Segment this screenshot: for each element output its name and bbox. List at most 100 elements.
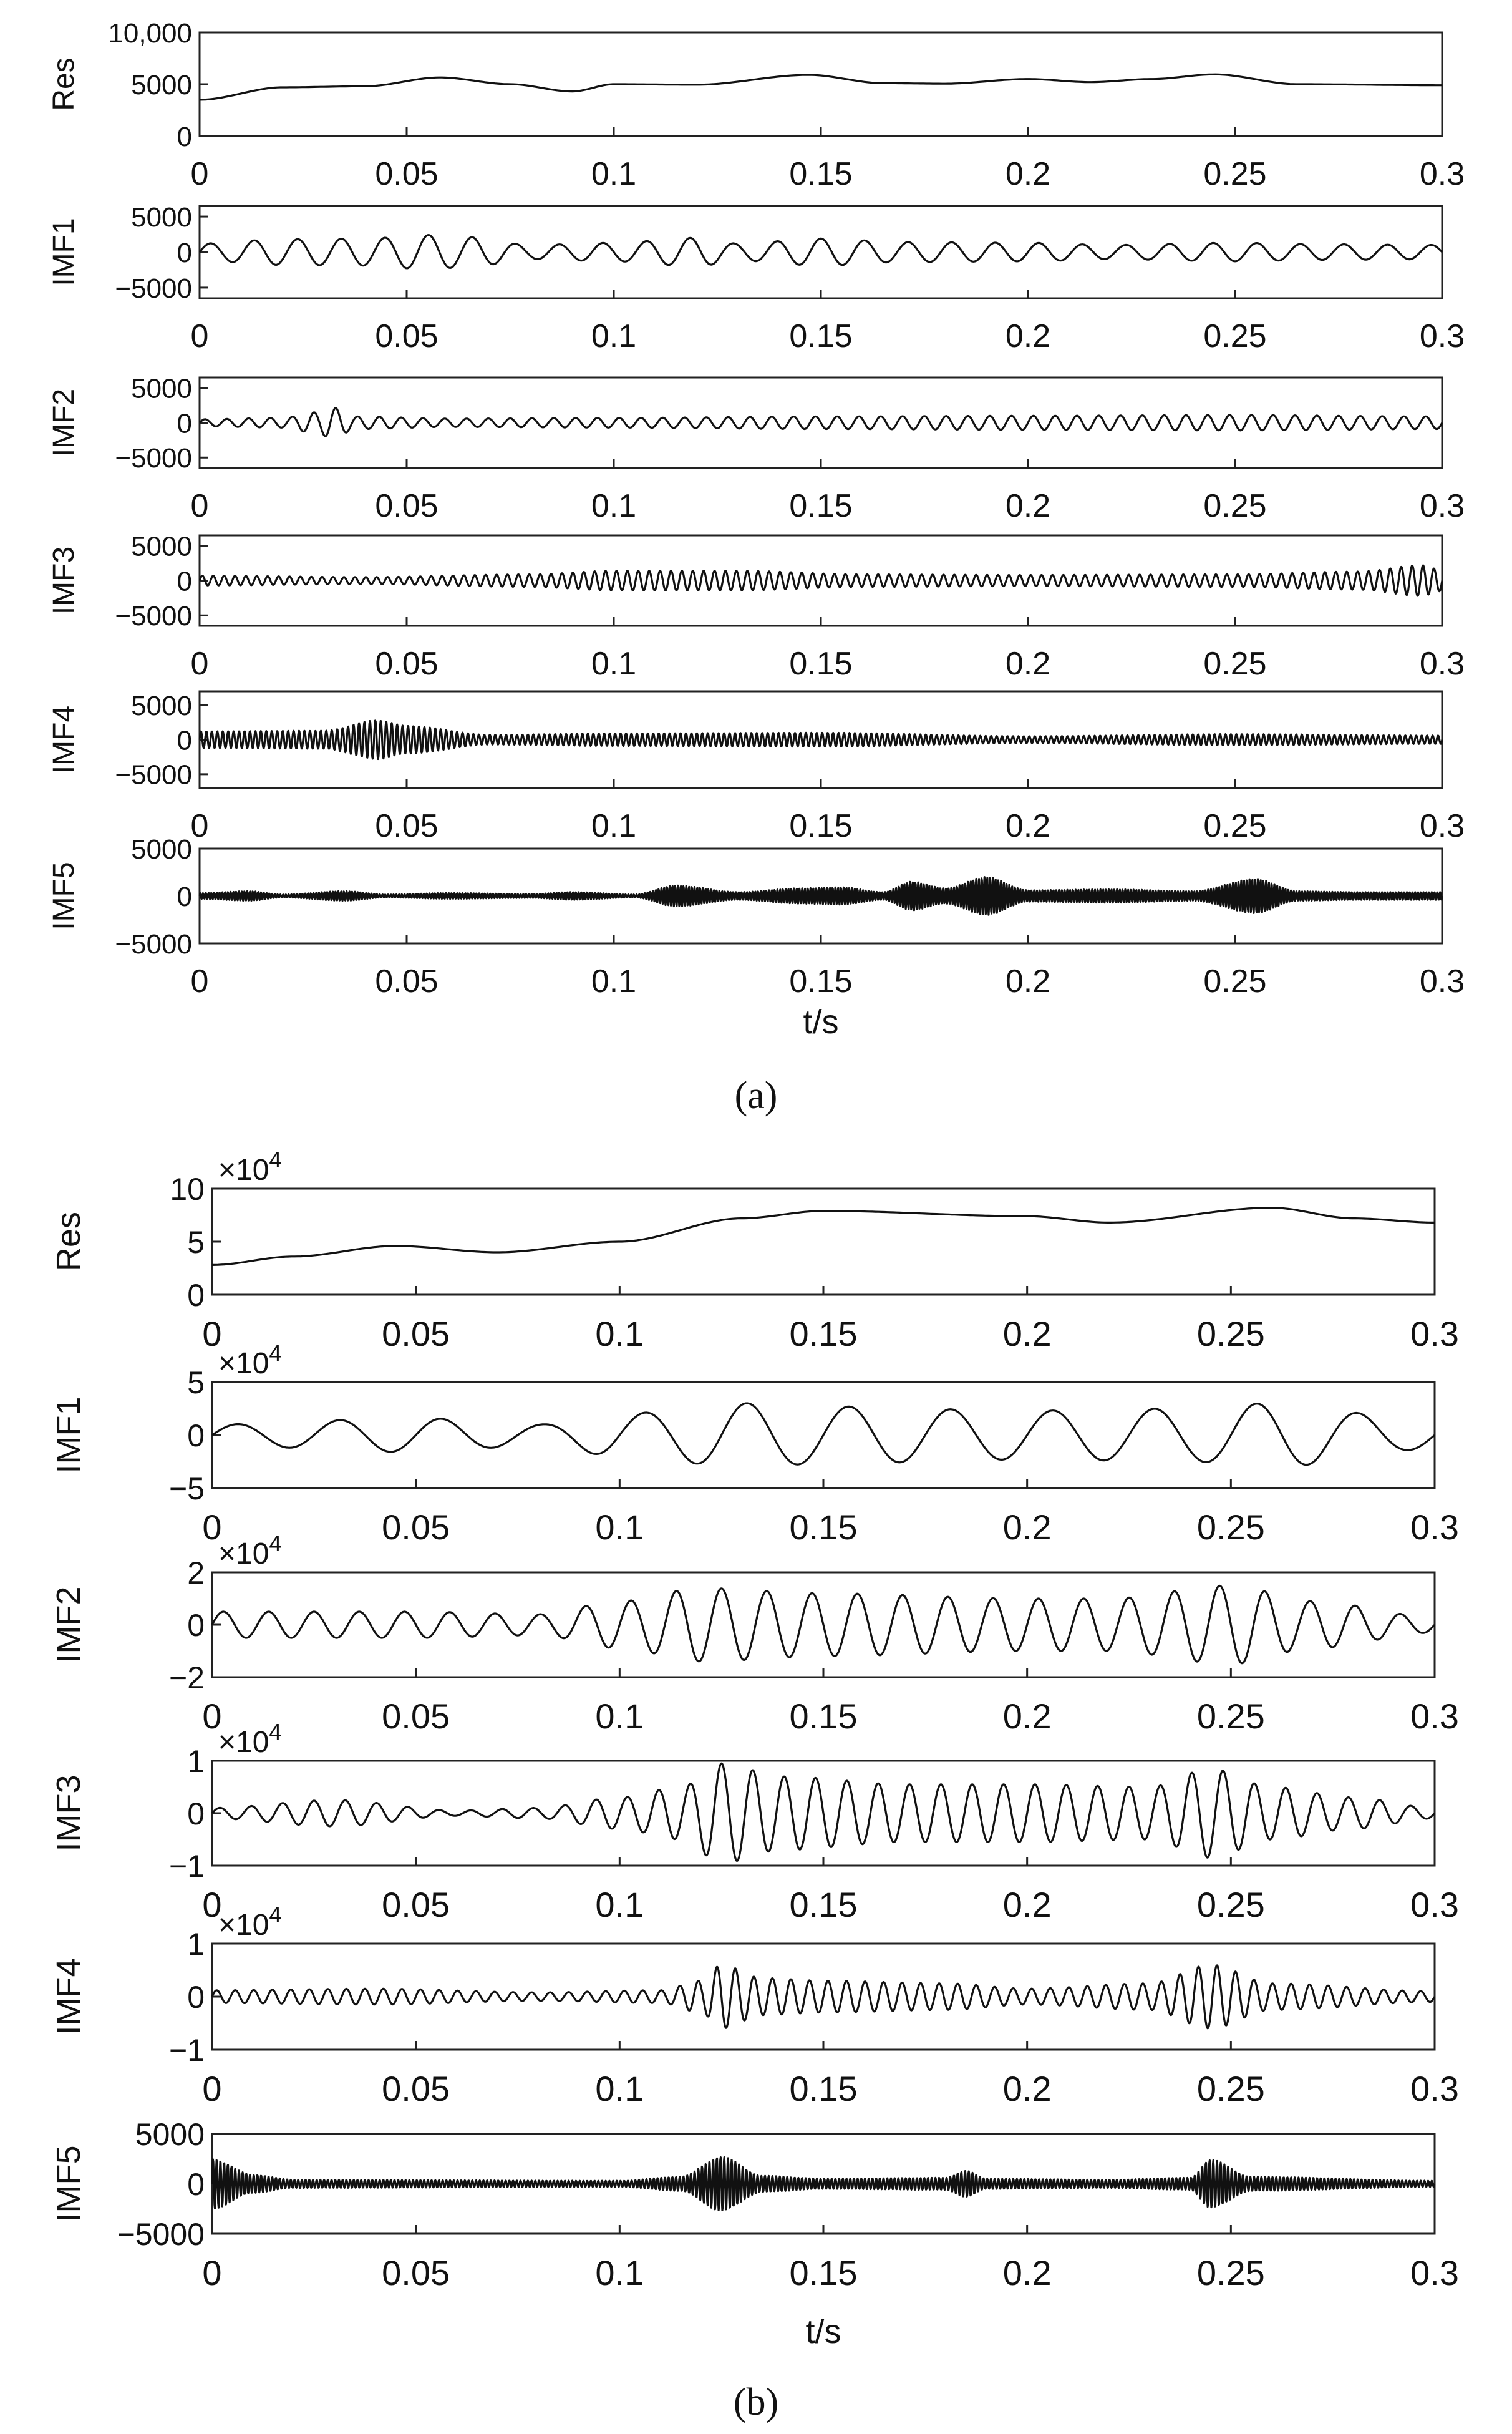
- x-tick-label: 0: [191, 156, 209, 192]
- y-tick-label: 0: [187, 2167, 205, 2202]
- x-tick-label: 0.05: [375, 156, 438, 192]
- x-tick-label: 0.3: [1410, 2069, 1459, 2108]
- y-axis-label: IMF3: [50, 1774, 87, 1851]
- x-tick-label: 0.05: [382, 1507, 450, 1547]
- x-tick-label: 0.15: [790, 1507, 858, 1547]
- x-tick-label: 0.05: [382, 2253, 450, 2292]
- x-tick-label: 0.2: [1003, 1696, 1052, 1736]
- x-tick-label: 0.1: [591, 808, 636, 844]
- x-tick-label: 0.3: [1420, 646, 1465, 682]
- subplot-imf2: 5000 0 −5000 0 0.05 0.1 0.15 0.2 0.25 0.3 IMF2: [47, 374, 1465, 524]
- subplot-res: 10 5 00 0.05 0.1 0.15 0.2 0.25 0.3 Res ×104: [50, 1147, 1459, 1353]
- y-axis-label: IMF5: [47, 862, 80, 930]
- y-axis-label: Res: [50, 1212, 87, 1272]
- x-tick-label: 0.05: [375, 318, 438, 354]
- y-axis-label: Res: [47, 57, 80, 110]
- y-tick-label: 5000: [131, 532, 192, 562]
- series-line-imf1: [198, 234, 1443, 270]
- x-tick-label: 0.25: [1203, 646, 1266, 682]
- x-tick-label: 0.2: [1003, 1314, 1052, 1353]
- series-line-imf5: [198, 876, 1443, 916]
- x-tick-label: 0.25: [1197, 1314, 1265, 1353]
- x-tick-label: 0.25: [1203, 318, 1266, 354]
- x-tick-label: 0.3: [1410, 2253, 1459, 2292]
- x-tick-label: 0.1: [595, 2253, 644, 2292]
- series-line-imf5: [211, 2156, 1436, 2211]
- x-tick-label: 0.15: [790, 1314, 858, 1353]
- x-tick-label: 0: [202, 1696, 221, 1736]
- x-tick-label: 0.3: [1420, 318, 1465, 354]
- x-tick-label: 0.05: [375, 808, 438, 844]
- x-tick-label: 0.2: [1006, 318, 1050, 354]
- x-tick-label: 0.15: [789, 156, 852, 192]
- x-tick-label: 0: [191, 488, 209, 524]
- x-tick-label: 0.1: [591, 318, 636, 354]
- x-tick-label: 0.1: [591, 488, 636, 524]
- x-tick-label: 0.15: [790, 1696, 858, 1736]
- x-tick-label: 0: [202, 1885, 221, 1924]
- x-tick-label: 0.2: [1006, 808, 1050, 844]
- subplot-imf1: 5000 0 −5000 0 0.05 0.1 0.15 0.2 0.25 0.3 IMF1: [47, 202, 1465, 354]
- x-tick-label: 0.25: [1197, 2253, 1265, 2292]
- x-tick-label: 0.2: [1003, 1885, 1052, 1924]
- y-tick-label: 0: [177, 122, 192, 152]
- x-tick-label: 0.05: [382, 2069, 450, 2108]
- y-tick-label: 1: [187, 1927, 205, 1962]
- x-tick-label: 0.3: [1410, 1885, 1459, 1924]
- x-tick-label: 0: [202, 1314, 221, 1353]
- y-tick-label: 1: [187, 1744, 205, 1779]
- x-tick-label: 0.25: [1203, 488, 1266, 524]
- x-tick-label: 0.25: [1197, 1696, 1265, 1736]
- x-tick-label: 0: [191, 646, 209, 682]
- x-tick-label: 0.3: [1410, 1314, 1459, 1353]
- x-tick-label: 0.1: [595, 2069, 644, 2108]
- y-tick-label: 0: [177, 408, 192, 439]
- x-tick-label: 0: [191, 318, 209, 354]
- y-tick-label: −5000: [115, 760, 192, 791]
- y-tick-label: −1: [169, 2033, 205, 2068]
- series-line-imf2: [211, 1584, 1436, 1665]
- x-tick-label: 0.15: [790, 2069, 858, 2108]
- x-tick-label: 0.05: [382, 1885, 450, 1924]
- y-tick-label: 5000: [135, 2117, 205, 2152]
- y-exponent-label: ×104: [218, 1340, 281, 1380]
- y-tick-label: 0: [177, 566, 192, 596]
- series-line-imf1: [211, 1402, 1436, 1466]
- x-tick-label: 0.15: [789, 808, 852, 844]
- y-axis-label: IMF1: [47, 218, 80, 286]
- x-tick-label: 0.05: [375, 963, 438, 1000]
- y-axis-label: IMF5: [50, 2145, 87, 2222]
- x-tick-label: 0: [191, 963, 209, 1000]
- y-tick-label: 10,000: [108, 18, 192, 49]
- y-exponent-label: ×104: [218, 1531, 281, 1570]
- x-tick-label: 0: [191, 808, 209, 844]
- y-tick-label: 0: [177, 725, 192, 756]
- x-tick-label: 0.25: [1203, 156, 1266, 192]
- subplot-imf4: 5000 0 −5000 0 0.05 0.1 0.15 0.2 0.25 0.3 IMF4: [47, 690, 1465, 844]
- x-tick-label: 0.05: [375, 488, 438, 524]
- y-axis-label: IMF3: [47, 547, 80, 615]
- y-tick-label: 2: [187, 1555, 205, 1590]
- x-axis-label: t/s: [803, 1003, 838, 1041]
- x-axis-label: t/s: [805, 2313, 841, 2350]
- series-line-imf3: [211, 1762, 1436, 1862]
- y-tick-label: −5000: [115, 929, 192, 960]
- y-tick-label: 0: [177, 238, 192, 268]
- y-tick-label: −5: [169, 1471, 205, 1506]
- x-tick-label: 0.1: [595, 1885, 644, 1924]
- x-tick-label: 0.3: [1410, 1507, 1459, 1547]
- y-tick-label: 5000: [131, 834, 192, 865]
- x-tick-label: 0.25: [1197, 1885, 1265, 1924]
- y-tick-label: 5000: [131, 374, 192, 404]
- y-tick-label: 5000: [131, 202, 192, 233]
- subplot-res: 10,000 5000 0 0 0.05 0.1 0.15 0.2 0.25 0.3 Res: [47, 18, 1465, 192]
- y-tick-label: 0: [187, 1278, 205, 1313]
- x-tick-label: 0.15: [789, 488, 852, 524]
